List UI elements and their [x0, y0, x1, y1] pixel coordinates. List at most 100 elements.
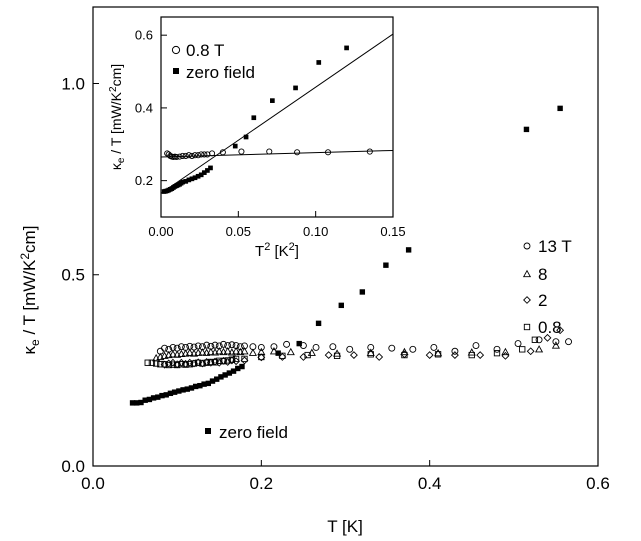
data-point-8	[168, 350, 178, 358]
legend-marker-8	[522, 269, 532, 278]
data-point-13-t	[367, 343, 375, 351]
data-point-8	[185, 348, 194, 356]
data-point-2	[223, 358, 232, 366]
main-x-tick-label: 0.6	[586, 474, 610, 493]
inset-y-tick-label: 0.6	[135, 28, 153, 43]
data-point-0-8	[232, 355, 240, 363]
data-point-13-t	[186, 342, 194, 350]
data-point-0-8	[186, 361, 193, 368]
data-point-13-t	[236, 343, 244, 351]
data-point-0-8	[169, 361, 177, 368]
data-point-0-8	[468, 351, 475, 359]
data-point-zero-field	[338, 302, 344, 309]
data-point-0-8	[279, 352, 286, 359]
data-point-13-t	[346, 345, 354, 353]
data-point-zero-field	[235, 365, 241, 372]
data-point-zero-field	[230, 368, 237, 374]
data-point-zero-field	[214, 376, 220, 382]
data-point-0-8	[241, 355, 248, 363]
data-point-13-t	[228, 341, 236, 349]
data-point-13-t	[409, 345, 417, 353]
data-point-2	[299, 353, 308, 361]
inset-data-point-zero-field	[208, 165, 213, 171]
data-point-8	[198, 348, 207, 356]
data-point-0-8	[216, 357, 223, 364]
data-point-13-t	[220, 340, 227, 348]
data-point-8	[240, 347, 249, 355]
data-point-zero-field	[523, 126, 530, 133]
inset-data-point-0-8-t	[182, 152, 189, 159]
data-point-13-t	[177, 343, 185, 351]
data-point-8	[535, 345, 544, 353]
data-point-13-t	[472, 342, 480, 349]
inset-data-point-0-8-t	[185, 152, 192, 159]
main-x-axis: 0.0 0.2 0.4 0.6	[81, 460, 610, 493]
inset-data-point-zero-field	[180, 179, 185, 185]
inset-data-point-0-8-t	[188, 152, 195, 159]
data-point-13-t	[565, 338, 572, 346]
data-point-2	[501, 351, 510, 360]
data-point-0-8	[144, 359, 151, 366]
data-point-0-8	[161, 361, 168, 368]
data-point-zero-field	[239, 363, 245, 370]
data-point-0-8	[224, 357, 231, 364]
inset-y-axis-label: κe / T [mW/K2cm]	[108, 64, 127, 170]
data-point-zero-field	[167, 390, 174, 397]
data-point-13-t	[241, 342, 248, 350]
data-point-0-8	[493, 350, 501, 357]
inset-data-point-0-8-t	[366, 148, 373, 155]
data-point-zero-field	[163, 392, 169, 398]
inset-data-point-zero-field	[186, 177, 192, 183]
data-point-2	[240, 356, 249, 365]
inset-data-point-zero-field	[243, 134, 249, 140]
inset-data-point-zero-field	[201, 170, 207, 175]
legend-markers	[522, 242, 532, 331]
data-point-8	[366, 348, 375, 356]
data-point-0-8	[333, 352, 341, 359]
inset-data-point-zero-field	[316, 60, 322, 65]
data-point-zero-field	[201, 381, 207, 387]
main-x-axis-label: T [K]	[327, 517, 363, 536]
inset-data-point-0-8-t	[219, 149, 226, 156]
data-point-2	[190, 359, 198, 368]
inset-data-point-zero-field	[344, 45, 349, 51]
data-point-8	[269, 347, 279, 355]
data-point-2	[476, 351, 485, 360]
data-point-8	[194, 348, 203, 356]
data-point-2	[324, 351, 333, 360]
data-point-0-8	[220, 358, 227, 365]
data-point-zero-field	[197, 382, 203, 389]
data-point-13-t	[552, 338, 560, 346]
data-point-13-t	[388, 344, 396, 352]
inset-data-point-0-8-t	[238, 148, 245, 155]
data-point-0-8	[152, 360, 160, 367]
data-point-0-8	[199, 360, 206, 367]
data-point-zero-field	[150, 395, 157, 401]
data-point-2	[278, 353, 287, 361]
inset-x-tick-label: 0.00	[148, 224, 173, 239]
inset-plot: 0.00 0.05 0.10 0.15 0.2 0.4 0.6 T2 [K2] κe / …	[108, 16, 406, 260]
data-point-8	[434, 348, 443, 357]
main-y-axis: 0.0 0.5 1.0	[61, 74, 99, 476]
data-point-0-8	[178, 361, 185, 368]
data-point-8	[177, 349, 186, 358]
data-point-zero-field	[184, 386, 190, 392]
main-y-tick-label: 1.0	[61, 74, 85, 93]
data-point-zero-field	[155, 394, 161, 400]
inset-data-point-0-8-t	[208, 150, 216, 157]
inset-data-point-zero-field	[270, 98, 275, 103]
inset-data-point-0-8-t	[198, 151, 205, 158]
data-point-0-8	[211, 359, 219, 366]
data-point-zero-field	[188, 385, 195, 391]
data-point-13-t	[312, 343, 320, 351]
data-point-zero-field	[192, 383, 199, 390]
main-plot: 0.0 0.2 0.4 0.6 0.0 0.5 1.0 T [K] κe / T [mW/…	[18, 6, 610, 536]
inset-data-point-0-8-t	[176, 153, 183, 160]
inset-data-point-0-8-t	[179, 152, 186, 159]
inset-x-axis: 0.00 0.05 0.10 0.15	[148, 211, 406, 239]
inset-data-point-zero-field	[205, 168, 210, 173]
data-point-zero-field	[171, 389, 178, 395]
data-point-8	[286, 347, 295, 356]
data-point-2	[257, 353, 266, 362]
